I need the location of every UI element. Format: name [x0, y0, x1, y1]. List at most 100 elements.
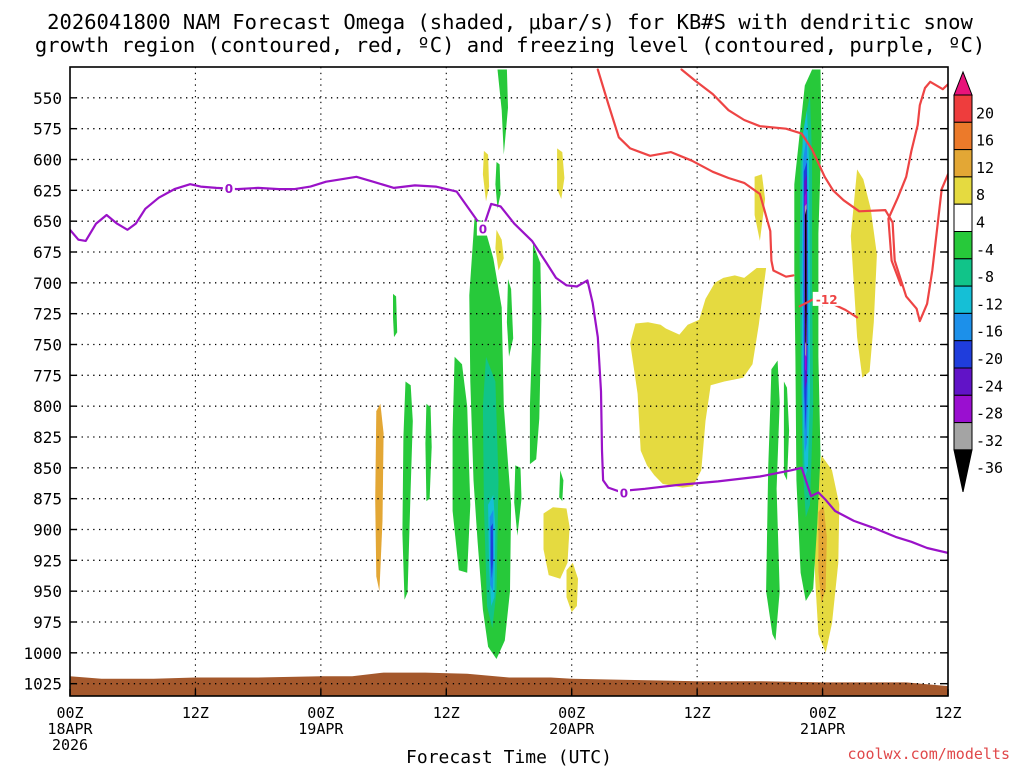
x-tick-label: 00Z	[307, 704, 334, 722]
omega-shade-region	[559, 470, 564, 502]
y-axis-pressure-ticks: 550 575 600 625 650 675 700 725 750 775 800 825 850 8…	[23, 89, 948, 694]
y-tick-label: 750	[33, 336, 62, 355]
chart-title-line-2: growth region (contoured, red, ºC) and f…	[35, 33, 985, 57]
omega-shade-region	[543, 507, 570, 579]
omega-shade-region	[482, 150, 490, 202]
contour-label: 0	[479, 223, 487, 237]
contour-label: -12	[816, 293, 838, 307]
y-tick-label: 625	[33, 181, 62, 200]
colorbar-top-triangle	[953, 70, 973, 96]
colorbar: 20 16 12 8 4 -4 -8 -12 -16 -20 -24 -28 -32 -36	[953, 70, 1003, 493]
colorbar-segment	[953, 367, 973, 396]
colorbar-label: 4	[976, 214, 985, 232]
contour-line	[680, 68, 948, 323]
omega-shade-region	[425, 403, 432, 502]
omega-shade-region	[393, 293, 398, 338]
colorbar-segment	[953, 94, 973, 123]
y-tick-label: 575	[33, 120, 62, 139]
x-axis-label: Forecast Time (UTC)	[406, 747, 612, 768]
colorbar-label: -12	[976, 295, 1003, 313]
colorbar-segment	[953, 340, 973, 369]
contour-label-bg	[222, 180, 235, 195]
omega-shade-region	[805, 208, 807, 345]
colorbar-label: -32	[976, 432, 1003, 450]
y-tick-label: 950	[33, 582, 62, 601]
colorbar-label: -24	[976, 377, 1003, 395]
x-tick-label: 19APR	[298, 720, 344, 738]
x-tick-label: 12Z	[433, 704, 460, 722]
omega-shade-region	[766, 360, 780, 641]
y-tick-label: 975	[33, 613, 62, 632]
y-tick-label: 700	[33, 274, 62, 293]
omega-shade-region	[529, 243, 542, 465]
colorbar-label: -8	[976, 268, 994, 286]
contour-label-bg	[476, 221, 489, 236]
colorbar-segment	[953, 394, 973, 424]
y-tick-label: 675	[33, 243, 62, 262]
x-tick-label: 00Z	[809, 704, 836, 722]
omega-shade-region	[490, 523, 494, 579]
x-tick-label: 12Z	[182, 704, 209, 722]
omega-shade-region	[402, 381, 413, 600]
omega-shade-region	[630, 268, 767, 488]
colorbar-label: -28	[976, 405, 1003, 423]
colorbar-label: 16	[976, 132, 994, 150]
contour-line	[70, 175, 948, 554]
omega-shade-region	[850, 169, 877, 378]
y-tick-label: 725	[33, 305, 62, 324]
omega-shade-region	[495, 162, 501, 209]
y-tick-label: 925	[33, 551, 62, 570]
terrain	[70, 672, 948, 696]
colorbar-segment	[953, 176, 973, 205]
x-tick-label: 00Z	[56, 704, 83, 722]
colorbar-segment	[953, 203, 973, 232]
y-tick-label: 1025	[23, 675, 62, 694]
colorbar-label: -36	[976, 459, 1003, 477]
y-tick-label: 875	[33, 490, 62, 509]
contour-line	[596, 68, 795, 278]
omega-shade-region	[783, 381, 790, 481]
colorbar-segment	[953, 312, 973, 342]
omega-shade-region	[557, 148, 565, 199]
x-tick-label: 12Z	[684, 704, 711, 722]
contour-label-bg	[617, 485, 630, 500]
colorbar-segment	[953, 231, 973, 260]
y-tick-label: 1000	[23, 644, 62, 663]
x-tick-label: 21APR	[800, 720, 846, 738]
omega-shade-region	[566, 562, 578, 613]
chart-title-line-1: 2026041800 NAM Forecast Omega (shaded, μ…	[47, 10, 973, 34]
y-tick-label: 600	[33, 151, 62, 170]
x-tick-label: 20APR	[549, 720, 595, 738]
omega-shade-region	[497, 69, 508, 155]
contour-label: 0	[225, 182, 233, 196]
colorbar-label: -16	[976, 323, 1003, 341]
x-tick-label: 00Z	[558, 704, 585, 722]
y-tick-label: 775	[33, 366, 62, 385]
omega-shade-region	[514, 465, 522, 536]
colorbar-label: -20	[976, 350, 1003, 368]
omega-shade-region	[495, 229, 504, 271]
colorbar-label: -4	[976, 241, 994, 259]
colorbar-label: 20	[976, 104, 994, 122]
x-tick-label: 18APR	[47, 720, 93, 738]
colorbar-segment	[953, 258, 973, 287]
y-tick-label: 850	[33, 459, 62, 478]
y-tick-label: 900	[33, 521, 62, 540]
y-tick-label: 800	[33, 397, 62, 416]
contour-lines	[70, 68, 948, 554]
colorbar-label: 12	[976, 159, 994, 177]
omega-shade-region	[452, 356, 471, 573]
contour-line	[887, 80, 948, 287]
terrain-fill	[70, 672, 948, 696]
plot-frame	[69, 66, 949, 697]
colorbar-label: 8	[976, 186, 985, 204]
omega-shading	[375, 69, 877, 659]
omega-shade-region	[375, 403, 384, 592]
colorbar-segment	[953, 149, 973, 178]
x-tick-label: 12Z	[934, 704, 961, 722]
y-tick-label: 650	[33, 212, 62, 231]
omega-shade-region	[506, 279, 514, 357]
x-tick-label: 2026	[52, 736, 88, 754]
